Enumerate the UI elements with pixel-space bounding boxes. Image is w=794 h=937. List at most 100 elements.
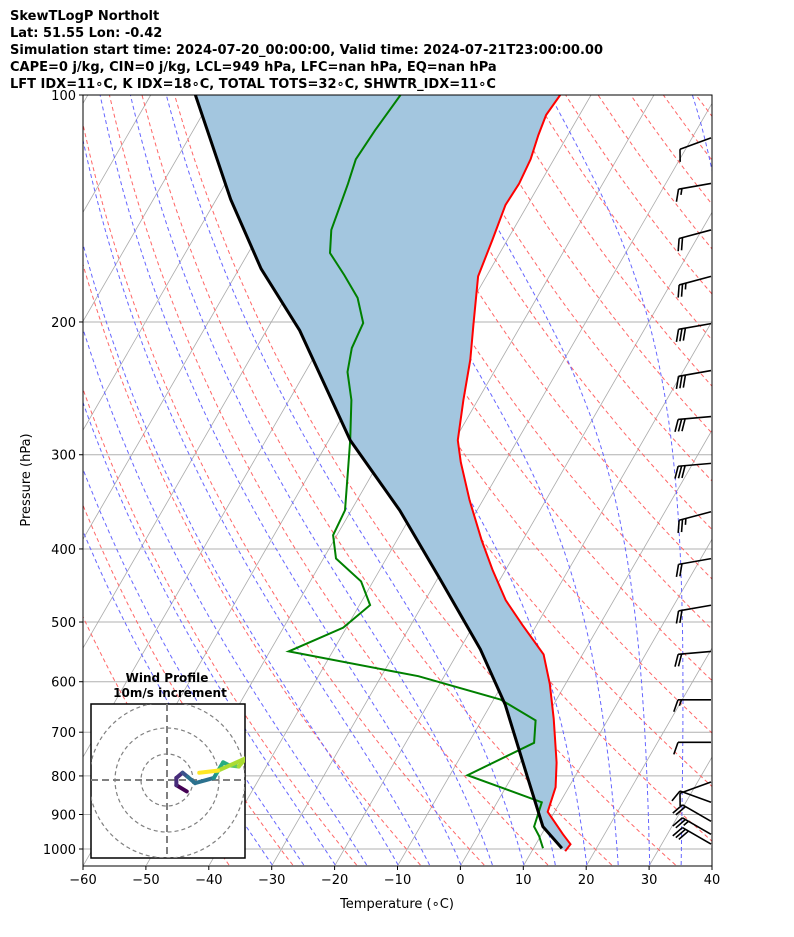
barb-feather — [677, 653, 683, 667]
wind-barb — [675, 182, 712, 202]
axes: −60 −50 −40 −30 −20 −10 0 10 20 30 40 100 200 300 400 5… — [43, 89, 720, 888]
dry-adiabat-line — [239, 95, 712, 788]
dry-adiabat-line — [271, 95, 712, 734]
temperature-line — [456, 95, 572, 852]
x-axis-label: Temperature (∘C) — [339, 897, 454, 912]
barb-feather — [682, 374, 687, 388]
barb-feather — [672, 826, 683, 837]
barb-feather — [677, 520, 680, 533]
barb-feather — [674, 466, 679, 479]
x-tick-label: 20 — [578, 873, 595, 888]
barb-feather — [675, 564, 680, 578]
barb-staff — [679, 790, 712, 804]
wind-barb — [677, 229, 712, 252]
y-tick-label: 900 — [51, 808, 76, 823]
indices-line: LFT IDX=11∘C, K IDX=18∘C, TOTAL TOTS=32∘… — [10, 77, 496, 92]
title: SkewTLogP Northolt — [10, 9, 160, 24]
dry-adiabat-line — [402, 95, 712, 531]
dry-adiabat-line — [565, 95, 712, 295]
moist-adiabat-line — [83, 327, 368, 866]
moist-adiabat-line — [83, 401, 336, 866]
dry-adiabat-line — [83, 387, 357, 866]
barb-staff — [678, 369, 712, 378]
barb-feather — [677, 465, 683, 479]
barb-feather — [681, 418, 686, 432]
isotherm-line — [460, 429, 712, 866]
barb-feather — [672, 804, 683, 814]
x-tick-label: −50 — [132, 873, 159, 888]
y-tick-label: 500 — [51, 616, 76, 631]
barb-feather — [679, 610, 683, 624]
y-tick-label: 1000 — [43, 843, 76, 858]
barb-feather — [678, 830, 690, 840]
moist-adiabat-line — [99, 95, 462, 866]
barb-feather — [675, 805, 686, 816]
barb-feather — [678, 699, 683, 707]
x-tick-label: −40 — [195, 873, 222, 888]
wind-barb — [672, 804, 712, 823]
barb-feather — [677, 418, 683, 432]
isotherm-line — [523, 538, 712, 866]
wind-barb — [675, 369, 712, 389]
barb-staff — [679, 137, 712, 150]
wind-barb — [674, 415, 712, 432]
y-tick-label: 200 — [51, 316, 76, 331]
barb-feather — [672, 817, 683, 827]
isotherm-line — [83, 95, 277, 432]
wind-barb — [674, 462, 712, 479]
isotherm-line — [713, 95, 794, 865]
hodograph-subtitle: 10m/s increment — [113, 686, 227, 700]
hodograph-title: Wind Profile — [126, 671, 209, 685]
barb-feather — [680, 237, 684, 251]
hodograph-segment — [215, 756, 245, 773]
hodograph-inset — [90, 703, 246, 859]
barb-feather — [679, 563, 683, 577]
barb-staff — [682, 826, 712, 845]
location-line: Lat: 51.55 Lon: -0.42 — [10, 26, 163, 41]
x-tick-label: 0 — [456, 873, 464, 888]
dry-adiabat-line — [174, 95, 676, 866]
barb-feather — [677, 284, 680, 298]
dry-adiabat-line — [337, 95, 712, 630]
barb-feather — [682, 327, 687, 341]
wind-barb — [675, 322, 712, 343]
wind-barb — [679, 781, 712, 807]
barb-feather — [673, 699, 679, 713]
barb-staff — [682, 804, 712, 823]
x-tick-label: −60 — [69, 873, 96, 888]
x-tick-label: 10 — [515, 873, 532, 888]
profiles — [193, 95, 572, 852]
moist-adiabat-line — [129, 95, 493, 866]
barb-feather — [679, 328, 683, 342]
dry-adiabat-line — [761, 95, 794, 865]
wind-barb — [672, 817, 712, 835]
isotherm-line — [83, 95, 89, 105]
dry-adiabat-line — [467, 95, 712, 434]
barb-staff — [678, 322, 712, 331]
moist-adiabat-line — [744, 95, 794, 865]
dry-adiabat-line — [695, 95, 712, 118]
barb-staff — [678, 275, 712, 286]
time-line: Simulation start time: 2024-07-20_00:00:… — [10, 43, 603, 58]
x-tick-label: −20 — [321, 873, 348, 888]
barb-staff — [678, 182, 712, 190]
barb-feather — [680, 188, 683, 195]
wind-barb — [675, 604, 712, 624]
y-tick-label: 800 — [51, 770, 76, 785]
y-axis-label: Pressure (hPa) — [19, 433, 34, 526]
barb-feather — [680, 283, 684, 297]
hodograph-segment — [174, 783, 189, 794]
parcel-line — [193, 95, 564, 850]
isotherm-line — [271, 102, 712, 866]
moist-adiabat-line — [334, 95, 619, 866]
barb-feather — [683, 820, 690, 827]
barb-staff — [678, 462, 712, 468]
barb-feather — [674, 654, 679, 667]
barb-feather — [675, 329, 680, 343]
dry-adiabat-line — [304, 95, 712, 682]
x-tick-label: −30 — [258, 873, 285, 888]
moist-adiabat-line — [426, 95, 651, 865]
isotherm-line — [649, 756, 712, 866]
dry-adiabat-line — [83, 262, 421, 866]
